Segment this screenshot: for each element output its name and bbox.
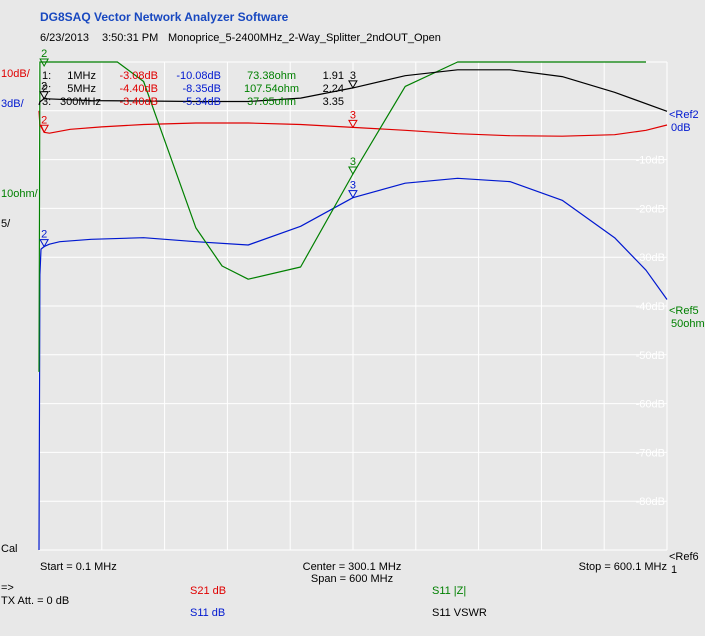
marker-number-s21: 2 [41, 114, 47, 126]
legend-s21-db[interactable]: S21 dB [190, 585, 226, 597]
marker-2-id: 2: [42, 83, 51, 95]
ref6-label[interactable]: <Ref6 [669, 551, 699, 563]
stop-frequency: Stop = 600.1 MHz [579, 561, 667, 573]
marker-1-s11: -10.08dB [176, 70, 221, 82]
s11-z-scale-label[interactable]: 10ohm/ [1, 188, 39, 200]
y-tick-label: -50dB [636, 350, 665, 362]
marker-3-s11: -5.34dB [182, 96, 221, 108]
marker-1-id: 1: [42, 70, 51, 82]
ref6-number: 1 [671, 564, 677, 576]
marker-triangle-s11_db[interactable] [39, 239, 49, 248]
y-tick-label: -40dB [636, 301, 665, 313]
cal-label: Cal [1, 543, 18, 555]
marker-triangle-s11_z[interactable] [39, 58, 49, 68]
marker-1-z: 73.38ohm [247, 70, 296, 82]
marker-3-z: 37.05ohm [247, 96, 296, 108]
y-tick-labels: -10dB -20dB -30dB -40dB -50dB -60dB -70dB -80dB [636, 155, 665, 509]
marker-2-s21: -4.40dB [119, 83, 158, 95]
span-frequency: Span = 600 MHz [311, 573, 393, 585]
legend-s11-db[interactable]: S11 dB [190, 607, 225, 619]
marker-1-freq: 1MHz [67, 70, 96, 82]
marker-1-s21: -3.08dB [119, 70, 158, 82]
y-tick-label: -80dB [636, 496, 665, 508]
measurement-date: 6/23/2013 [40, 32, 89, 44]
s21-scale-label[interactable]: 10dB/ [1, 68, 31, 80]
marker-triangle-s21[interactable] [348, 119, 358, 129]
measurement-file: Monoprice_5-2400MHz_2-Way_Splitter_2ndOU… [168, 32, 441, 44]
start-frequency: Start = 0.1 MHz [40, 561, 117, 573]
y-tick-label: -30dB [636, 252, 665, 264]
marker-3-id: 3: [42, 96, 51, 108]
center-frequency: Center = 300.1 MHz [303, 561, 402, 573]
marker-number-s11_db: 3 [350, 180, 356, 192]
marker-2-z: 107.54ohm [244, 83, 299, 95]
measurement-time: 3:50:31 PM [102, 32, 158, 44]
marker-3-vswr: 3.35 [323, 96, 344, 108]
marker-number-s11_z: 3 [350, 156, 356, 168]
y-tick-label: -20dB [636, 203, 665, 215]
s11-vswr-scale-label[interactable]: 5/ [1, 218, 11, 230]
trace-s11_z [38, 61, 646, 372]
marker-triangle-s11_vswr[interactable] [348, 80, 358, 89]
s11-db-scale-label[interactable]: 3dB/ [1, 98, 25, 110]
marker-2-s11: -8.35dB [182, 83, 221, 95]
marker-triangle-s11_z[interactable] [348, 166, 358, 176]
marker-3-freq: 300MHz [60, 96, 101, 108]
y-tick-label: -10dB [636, 155, 665, 167]
marker-triangle-s21[interactable] [39, 124, 49, 134]
marker-1-vswr: 1.91 [323, 70, 344, 82]
ref2-label[interactable]: <Ref2 [669, 109, 699, 121]
ref5-label[interactable]: <Ref5 [669, 305, 699, 317]
arrow-indicator: => [1, 582, 14, 594]
legend-s11-z[interactable]: S11 |Z| [432, 585, 466, 597]
legend-s11-vswr[interactable]: S11 VSWR [432, 607, 487, 619]
plot-grid [38, 61, 668, 551]
marker-number-s11_vswr: 3 [350, 70, 356, 82]
marker-number-s11_db: 2 [41, 229, 47, 241]
marker-readout: 1: 1MHz -3.08dB -10.08dB 73.38ohm 1.91 2… [42, 70, 344, 108]
tx-attenuation: TX Att. = 0 dB [1, 595, 69, 607]
ref2-value: 0dB [671, 122, 691, 134]
marker-2-freq: 5MHz [67, 83, 96, 95]
marker-triangle-s11_vswr[interactable] [39, 91, 49, 100]
y-tick-label: -60dB [636, 399, 665, 411]
marker-number-s11_z: 2 [41, 48, 47, 60]
trace-s11_vswr [38, 69, 668, 112]
marker-group: 2 3 2 3 2 3 2 3 [39, 48, 358, 248]
marker-3-s21: -3.40dB [119, 96, 158, 108]
marker-triangle-s11_db[interactable] [348, 190, 358, 199]
marker-2-vswr: 2.24 [323, 83, 344, 95]
y-tick-label: -70dB [636, 447, 665, 459]
ref5-value: 50ohm [671, 318, 705, 330]
marker-number-s21: 3 [350, 109, 356, 121]
marker-number-s11_vswr: 2 [41, 81, 47, 93]
app-title: DG8SAQ Vector Network Analyzer Software [40, 10, 289, 24]
